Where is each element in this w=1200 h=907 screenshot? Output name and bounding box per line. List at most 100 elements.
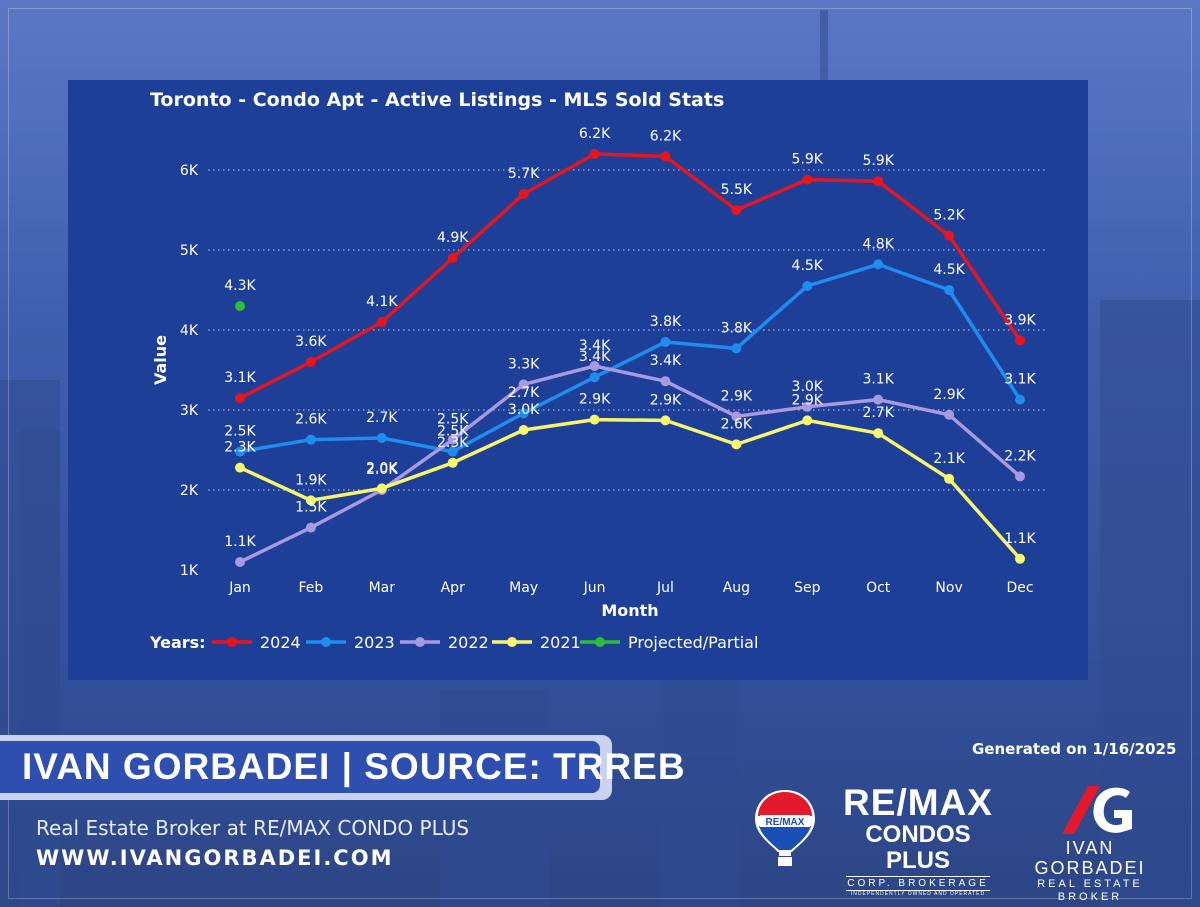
data-point[interactable]: [660, 337, 671, 347]
data-point[interactable]: [589, 414, 600, 425]
data-point[interactable]: [1015, 553, 1025, 564]
data-point[interactable]: [873, 394, 884, 405]
data-point[interactable]: [1015, 394, 1025, 405]
x-tick-label: Apr: [441, 580, 465, 596]
data-point[interactable]: [731, 439, 742, 450]
ivan-gorbadei-logo: IVAN GORBADEI REAL ESTATE BROKER: [1010, 780, 1170, 904]
data-point[interactable]: [305, 357, 316, 367]
data-label: 2.0K: [366, 462, 398, 478]
data-point[interactable]: [944, 230, 955, 241]
x-tick-label: Aug: [723, 580, 750, 596]
data-point[interactable]: [447, 253, 458, 263]
data-point[interactable]: [873, 259, 884, 270]
series-2022: [235, 361, 1025, 567]
series-line: [239, 262, 1022, 454]
data-label: 2.3K: [437, 435, 469, 451]
data-point[interactable]: [1015, 335, 1025, 346]
legend-item[interactable]: Projected/Partial: [580, 633, 758, 652]
data-label: 4.5K: [792, 258, 824, 274]
data-point[interactable]: [376, 433, 387, 443]
legend-item[interactable]: 2021: [492, 633, 581, 652]
data-label: 2.2K: [1004, 448, 1036, 464]
data-point[interactable]: [802, 281, 813, 291]
data-point[interactable]: [235, 462, 245, 473]
data-label: 2.5K: [224, 424, 256, 440]
data-point[interactable]: [731, 411, 742, 422]
legend-label: Projected/Partial: [628, 633, 758, 652]
data-point[interactable]: [589, 149, 600, 159]
data-label: 3.4K: [579, 338, 611, 354]
data-label: 2.7K: [508, 385, 540, 401]
legend-label: 2023: [354, 633, 395, 652]
data-point[interactable]: [447, 434, 458, 445]
building-silhouette: [660, 680, 740, 907]
data-label: 2.7K: [862, 405, 894, 421]
tagline: Real Estate Broker at RE/MAX CONDO PLUS: [36, 816, 470, 840]
data-point[interactable]: [731, 205, 742, 215]
x-tick-label: Jan: [228, 580, 251, 596]
data-point[interactable]: [305, 522, 316, 533]
data-point[interactable]: [873, 176, 884, 187]
data-point[interactable]: [518, 408, 529, 419]
data-point[interactable]: [518, 379, 529, 390]
data-point[interactable]: [518, 189, 529, 199]
data-label: 3.1K: [862, 372, 894, 388]
generated-date: Generated on 1/16/2025: [972, 740, 1177, 758]
data-label: 2.9K: [650, 392, 682, 408]
data-point[interactable]: [660, 415, 671, 426]
data-point[interactable]: [660, 151, 671, 162]
remax-condos-plus-logo: RE/MAX CONDOS PLUS CORP. BROKERAGE INDEP…: [840, 784, 996, 898]
decorative-frame: [8, 8, 1192, 899]
data-label: 1.1K: [1004, 531, 1036, 547]
data-point[interactable]: [731, 343, 742, 354]
data-point[interactable]: [802, 401, 813, 412]
data-point[interactable]: [376, 483, 387, 494]
x-tick-label: Feb: [299, 580, 324, 596]
series-2024: [235, 149, 1025, 403]
data-point[interactable]: [235, 446, 245, 457]
data-point[interactable]: [802, 415, 813, 426]
legend-item[interactable]: 2024: [212, 633, 301, 652]
data-point[interactable]: [305, 434, 316, 445]
data-point[interactable]: [873, 428, 884, 439]
legend-label: 2022: [448, 633, 489, 652]
data-point[interactable]: [944, 285, 955, 295]
data-label: 3.4K: [579, 349, 611, 365]
data-point[interactable]: [376, 317, 387, 327]
data-point[interactable]: [589, 361, 600, 371]
data-label: 4.9K: [437, 230, 469, 246]
data-point[interactable]: [447, 446, 458, 457]
legend-swatch-marker: [321, 637, 331, 647]
data-label: 2.9K: [579, 392, 611, 408]
data-point[interactable]: [660, 376, 671, 387]
data-label: 5.2K: [933, 208, 965, 224]
y-tick-label: 1K: [180, 563, 199, 579]
ig-title: REAL ESTATE BROKER: [1037, 878, 1143, 903]
data-label: 3.3K: [508, 356, 540, 372]
data-labels: 3.1K 3.6K 4.1K 4.9K 5.7K 6.2K 6.2K 5.5K 5.9K 5.9K…: [224, 126, 1036, 550]
data-label: 3.4K: [650, 353, 682, 369]
y-tick-label: 5K: [180, 243, 199, 259]
website-link[interactable]: WWW.IVANGORBADEI.COM: [36, 846, 394, 870]
data-label: 6.2K: [579, 126, 611, 142]
data-point[interactable]: [235, 301, 245, 311]
data-point[interactable]: [802, 174, 813, 185]
series-layer: [235, 149, 1025, 567]
data-point[interactable]: [944, 473, 955, 484]
data-label: 3.0K: [508, 402, 540, 418]
legend-item[interactable]: 2022: [400, 633, 489, 652]
x-tick-label: Jul: [656, 580, 674, 596]
data-point[interactable]: [589, 372, 600, 383]
data-label: 3.9K: [1004, 312, 1036, 328]
data-point[interactable]: [235, 393, 245, 403]
data-label: 3.0K: [792, 379, 824, 395]
banner-text: IVAN GORBADEI | SOURCE: TRREB: [0, 741, 685, 793]
data-label: 2.9K: [721, 388, 753, 404]
data-point[interactable]: [235, 557, 245, 567]
data-point[interactable]: [944, 409, 955, 420]
data-point[interactable]: [1015, 471, 1025, 482]
data-point[interactable]: [305, 495, 316, 506]
legend-item[interactable]: 2023: [306, 633, 395, 652]
data-point[interactable]: [447, 457, 458, 468]
data-point[interactable]: [518, 425, 529, 435]
